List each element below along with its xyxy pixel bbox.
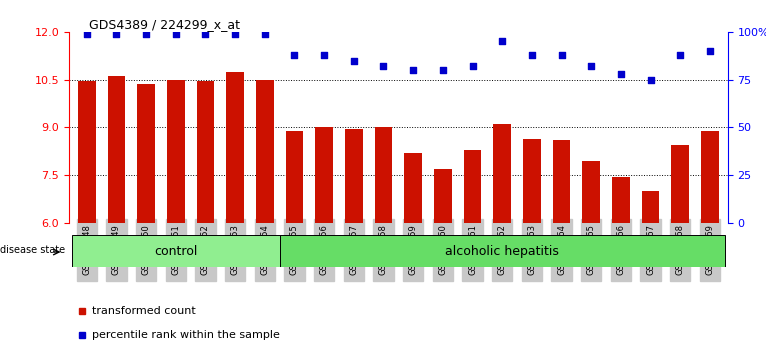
Point: [437, 67, 449, 73]
Bar: [463, 150, 481, 223]
Point: [496, 39, 509, 44]
Bar: [671, 145, 689, 223]
Bar: [612, 177, 630, 223]
Bar: [523, 139, 541, 223]
Point: [348, 58, 360, 63]
Point: [229, 31, 241, 36]
Bar: [137, 85, 155, 223]
Bar: [701, 131, 719, 223]
Point: [525, 52, 538, 58]
Bar: [375, 127, 392, 223]
Bar: [286, 131, 303, 223]
Text: control: control: [154, 245, 198, 258]
Text: transformed count: transformed count: [92, 306, 196, 316]
Bar: [434, 169, 452, 223]
Point: [288, 52, 300, 58]
Bar: [72, 235, 280, 267]
Bar: [78, 81, 96, 223]
Point: [407, 67, 419, 73]
Text: disease state: disease state: [0, 245, 65, 255]
Point: [169, 31, 182, 36]
Text: percentile rank within the sample: percentile rank within the sample: [92, 330, 280, 339]
Point: [378, 63, 390, 69]
Point: [615, 71, 627, 77]
Point: [259, 31, 271, 36]
Bar: [226, 72, 244, 223]
Point: [318, 52, 330, 58]
Point: [110, 31, 123, 36]
Bar: [582, 161, 600, 223]
Bar: [404, 153, 422, 223]
Point: [140, 31, 152, 36]
Point: [199, 31, 211, 36]
Bar: [197, 81, 214, 223]
Point: [644, 77, 656, 82]
Text: alcoholic hepatitis: alcoholic hepatitis: [445, 245, 559, 258]
Point: [585, 63, 597, 69]
Bar: [167, 80, 185, 223]
Bar: [552, 140, 571, 223]
Point: [674, 52, 686, 58]
Text: GDS4389 / 224299_x_at: GDS4389 / 224299_x_at: [89, 18, 240, 31]
Bar: [345, 129, 363, 223]
Bar: [316, 127, 333, 223]
Bar: [493, 124, 511, 223]
Bar: [256, 80, 273, 223]
Point: [704, 48, 716, 54]
Point: [80, 31, 93, 36]
Bar: [642, 191, 660, 223]
Point: [466, 63, 479, 69]
Bar: [280, 235, 725, 267]
Point: [555, 52, 568, 58]
Bar: [107, 76, 126, 223]
